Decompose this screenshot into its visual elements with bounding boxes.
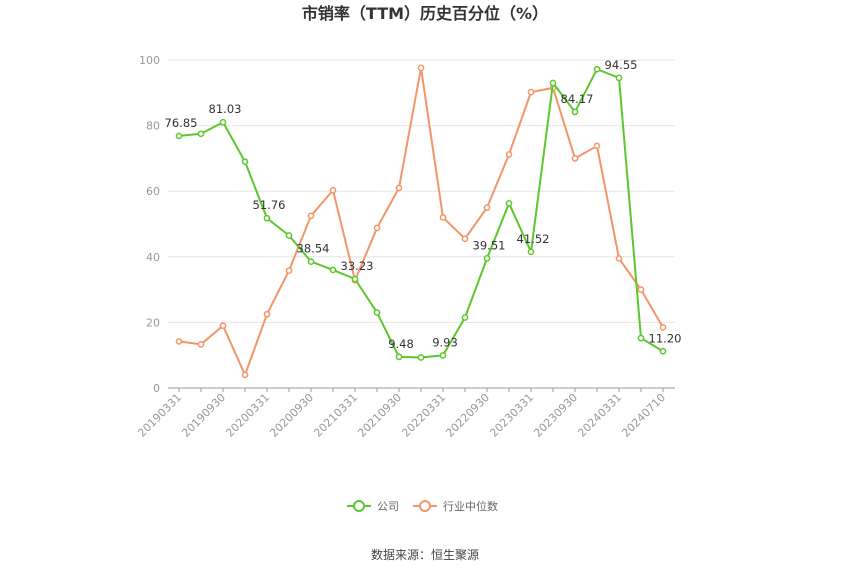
- data-point[interactable]: [527, 88, 535, 96]
- data-point[interactable]: [395, 353, 403, 361]
- data-point[interactable]: [307, 212, 315, 220]
- data-point[interactable]: [263, 310, 271, 318]
- data-label: 81.03: [209, 102, 242, 116]
- y-tick-label: 20: [146, 316, 160, 329]
- data-point[interactable]: [659, 347, 667, 355]
- x-tick-label: 20210930: [355, 391, 404, 440]
- series-line-1: [178, 66, 664, 376]
- y-tick-label: 80: [146, 120, 160, 133]
- data-point[interactable]: [307, 258, 315, 265]
- data-point[interactable]: [505, 151, 513, 158]
- data-point[interactable]: [637, 334, 645, 342]
- series-line-0: [178, 68, 664, 359]
- data-point[interactable]: [373, 309, 381, 316]
- data-label: 51.76: [253, 198, 286, 212]
- data-point[interactable]: [615, 74, 623, 82]
- x-tick-label: 20190331: [135, 391, 184, 440]
- legend-marker-icon: [419, 500, 431, 512]
- data-point[interactable]: [483, 204, 491, 211]
- data-point[interactable]: [219, 322, 227, 330]
- data-point[interactable]: [197, 341, 205, 348]
- y-tick-label: 40: [146, 251, 160, 264]
- data-point[interactable]: [571, 155, 579, 162]
- data-label: 9.93: [432, 335, 458, 349]
- data-point[interactable]: [373, 224, 381, 232]
- data-point[interactable]: [461, 314, 469, 321]
- data-point[interactable]: [527, 248, 535, 256]
- data-point[interactable]: [197, 130, 205, 138]
- x-tick-label: 20230930: [531, 391, 580, 440]
- data-point[interactable]: [461, 235, 469, 243]
- data-label: 38.54: [297, 242, 330, 256]
- data-label: 11.20: [649, 331, 682, 345]
- data-point[interactable]: [659, 323, 667, 331]
- x-tick-label: 20240331: [575, 391, 624, 440]
- grid: [168, 59, 675, 323]
- legend-item-1[interactable]: 行业中位数: [413, 499, 498, 513]
- x-tick-label: 20220331: [399, 391, 448, 440]
- data-point[interactable]: [593, 65, 601, 73]
- series-lines: [175, 64, 667, 379]
- data-label: 84.17: [561, 92, 594, 106]
- data-point[interactable]: [329, 266, 337, 274]
- data-point[interactable]: [439, 214, 447, 221]
- x-tick-label: 20230331: [487, 391, 536, 440]
- data-point[interactable]: [285, 232, 293, 239]
- data-point[interactable]: [615, 255, 623, 262]
- legend-marker-icon: [353, 500, 365, 512]
- data-point[interactable]: [439, 352, 447, 359]
- y-tick-label: 100: [139, 54, 160, 67]
- data-point[interactable]: [549, 79, 557, 87]
- x-tick-label: 20220930: [443, 391, 492, 440]
- legend-label: 公司: [377, 500, 399, 513]
- data-labels: 76.85 81.03 51.76 38.54 33.23 9.48 9.93 39.51 41…: [165, 58, 682, 351]
- x-tick-label: 20240710: [619, 391, 668, 440]
- data-label: 94.55: [605, 58, 638, 72]
- y-tick-label: 60: [146, 185, 160, 198]
- x-axis: 2019033120190930202003312020093020210331…: [135, 387, 675, 440]
- data-point[interactable]: [571, 108, 579, 116]
- data-point[interactable]: [329, 186, 337, 194]
- data-label: 39.51: [473, 238, 506, 252]
- data-point[interactable]: [241, 158, 249, 166]
- data-point[interactable]: [263, 214, 271, 222]
- legend[interactable]: 公司 行业中位数: [347, 499, 498, 513]
- x-tick-label: 20190930: [179, 391, 228, 440]
- x-tick-label: 20200930: [267, 391, 316, 440]
- data-point[interactable]: [175, 132, 183, 140]
- x-tick-label: 20210331: [311, 391, 360, 440]
- data-point[interactable]: [219, 118, 227, 126]
- data-point[interactable]: [417, 64, 425, 72]
- data-point[interactable]: [351, 275, 359, 283]
- data-point[interactable]: [241, 371, 249, 379]
- data-point[interactable]: [395, 184, 403, 192]
- y-axis: 0 20 40 60 80 100: [139, 54, 160, 395]
- data-label: 9.48: [388, 337, 414, 351]
- x-tick-label: 20200331: [223, 391, 272, 440]
- data-label: 76.85: [165, 116, 198, 130]
- data-point[interactable]: [175, 338, 183, 345]
- data-point[interactable]: [285, 267, 293, 274]
- legend-item-0[interactable]: 公司: [347, 500, 399, 513]
- data-point[interactable]: [593, 142, 601, 150]
- data-point[interactable]: [417, 354, 425, 361]
- data-source: 数据来源：恒生聚源: [371, 547, 479, 562]
- data-point[interactable]: [483, 255, 491, 262]
- data-label: 41.52: [517, 232, 550, 246]
- legend-label: 行业中位数: [443, 499, 498, 513]
- y-tick-label: 0: [153, 382, 160, 395]
- data-point[interactable]: [637, 286, 645, 293]
- data-label: 33.23: [341, 259, 374, 273]
- chart-title: 市销率（TTM）历史百分位（%）: [302, 4, 548, 23]
- data-point[interactable]: [505, 199, 513, 207]
